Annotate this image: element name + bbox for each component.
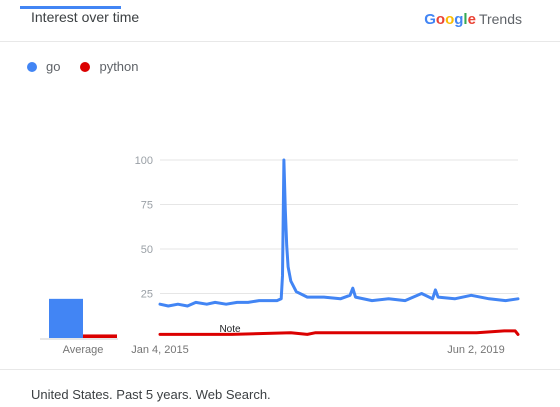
- logo-letter: o: [445, 11, 455, 28]
- legend-swatch-go: [27, 61, 37, 72]
- x-tick-label: Jan 4, 2015: [131, 344, 189, 356]
- logo-letter: o: [435, 11, 446, 28]
- logo-letter: g: [454, 11, 464, 28]
- header-divider: [0, 41, 560, 42]
- series-line-python: [158, 329, 520, 336]
- legend-label-go: go: [46, 59, 61, 74]
- trends-wordmark: Trends: [478, 11, 522, 27]
- y-tick-label: 50: [141, 244, 153, 256]
- legend-item-go[interactable]: go: [27, 59, 60, 74]
- series-line-go: [158, 158, 520, 308]
- x-tick-label: Jun 2, 2019: [447, 344, 505, 356]
- average-bar-go: [49, 298, 83, 338]
- google-wordmark: Google: [424, 11, 476, 28]
- y-tick-label: 75: [141, 200, 153, 212]
- legend-label-python: python: [99, 59, 139, 74]
- footer-caption: United States. Past 5 years. Web Search.: [31, 387, 271, 402]
- logo-letter: e: [467, 11, 476, 28]
- legend-item-python[interactable]: python: [80, 59, 139, 74]
- y-tick-label: 100: [135, 155, 153, 167]
- average-bar-python: [83, 334, 117, 338]
- footer-divider: [0, 369, 560, 370]
- note-label: Note: [219, 324, 241, 335]
- card-title: Interest over time: [31, 9, 140, 25]
- y-tick-label: 25: [141, 289, 153, 301]
- interest-over-time-chart[interactable]: 100 75 50 25 Average Note Jan 4, 2015 Jun 2, 20…: [0, 0, 560, 370]
- logo-letter: l: [463, 11, 468, 28]
- logo-letter: G: [424, 11, 436, 28]
- chart-legend: go python: [27, 59, 159, 74]
- google-trends-logo[interactable]: Google Trends: [424, 11, 522, 28]
- average-label: Average: [63, 344, 104, 356]
- tab-indicator: [20, 6, 121, 9]
- legend-swatch-python: [80, 61, 91, 72]
